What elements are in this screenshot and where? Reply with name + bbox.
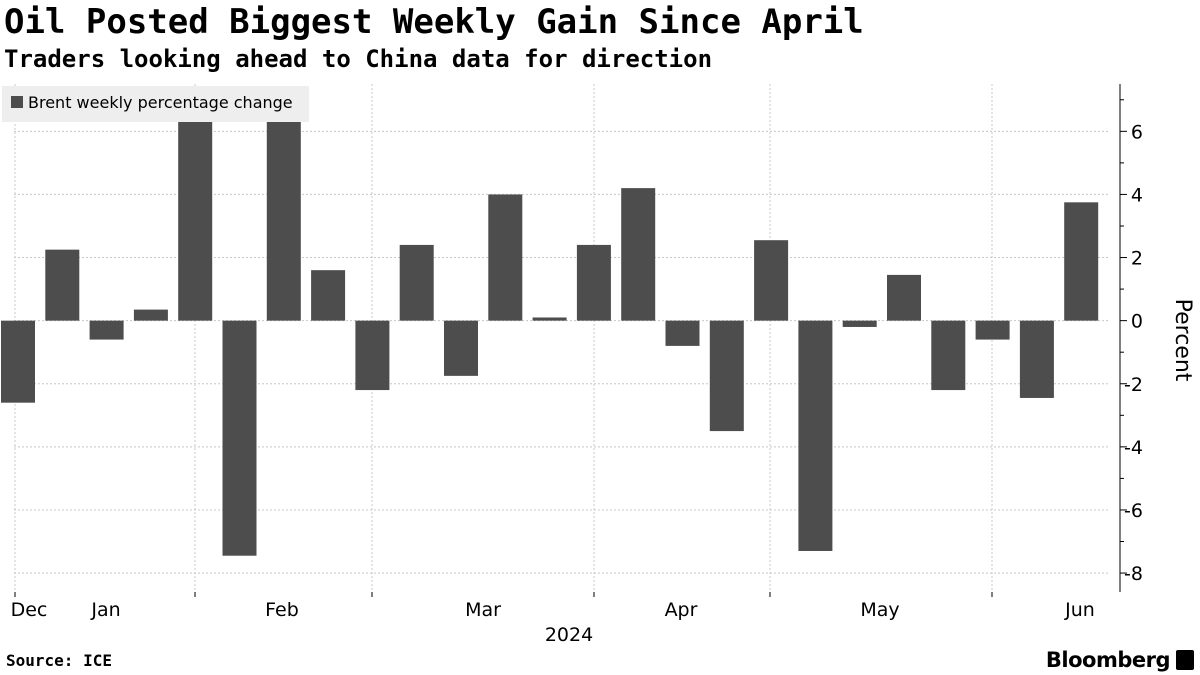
x-tick-label: Apr: [665, 599, 698, 621]
x-tick-label: May: [860, 599, 899, 621]
bar: [709, 320, 744, 432]
bar: [444, 320, 478, 376]
bar: [975, 320, 1010, 340]
bar: [178, 120, 213, 321]
x-year-label: 2024: [545, 624, 593, 646]
legend-label: Brent weekly percentage change: [28, 93, 293, 112]
bar: [842, 320, 877, 327]
bar: [266, 121, 301, 321]
y-tick-label: 0: [1131, 311, 1143, 333]
chart-title: Oil Posted Biggest Weekly Gain Since Apr…: [4, 2, 864, 42]
y-tick-label: 4: [1131, 184, 1143, 206]
bar: [488, 194, 523, 321]
x-tick-label: Jan: [90, 599, 120, 621]
bar: [45, 249, 80, 321]
bar: [665, 320, 700, 346]
bar: [798, 320, 833, 551]
legend-box: [2, 86, 309, 122]
y-tick-label: -2: [1124, 374, 1143, 396]
bar: [1064, 202, 1099, 321]
legend-swatch: [11, 96, 23, 108]
x-tick-label: Jun: [1064, 599, 1095, 621]
x-tick-label: Dec: [11, 599, 48, 621]
y-axis-label: Percent: [1170, 299, 1195, 382]
y-tick-label: -6: [1124, 500, 1143, 522]
bar: [311, 270, 346, 321]
source-note: Source: ICE: [6, 651, 112, 670]
y-tick-label: -4: [1124, 437, 1143, 459]
bar: [355, 320, 390, 391]
y-tick-label: -8: [1124, 563, 1143, 585]
chart-subtitle: Traders looking ahead to China data for …: [4, 45, 713, 73]
bar: [399, 244, 434, 321]
bar: [1019, 320, 1054, 398]
bar: [576, 244, 611, 321]
bar: [133, 309, 168, 321]
y-tick-label: 2: [1131, 248, 1143, 270]
x-tick-label: Mar: [465, 599, 501, 621]
bloomberg-logo: Bloomberg: [1045, 648, 1171, 672]
y-tick-label: 6: [1131, 121, 1143, 143]
bar: [754, 240, 789, 321]
bar: [89, 320, 124, 340]
x-tick-label: Feb: [265, 599, 299, 621]
bar: [931, 320, 966, 391]
bar: [1, 320, 35, 403]
bar: [532, 317, 567, 321]
bloomberg-chart-icon: [1176, 650, 1194, 670]
bar: [222, 320, 257, 556]
bar: [887, 274, 921, 321]
bar: [621, 188, 656, 321]
